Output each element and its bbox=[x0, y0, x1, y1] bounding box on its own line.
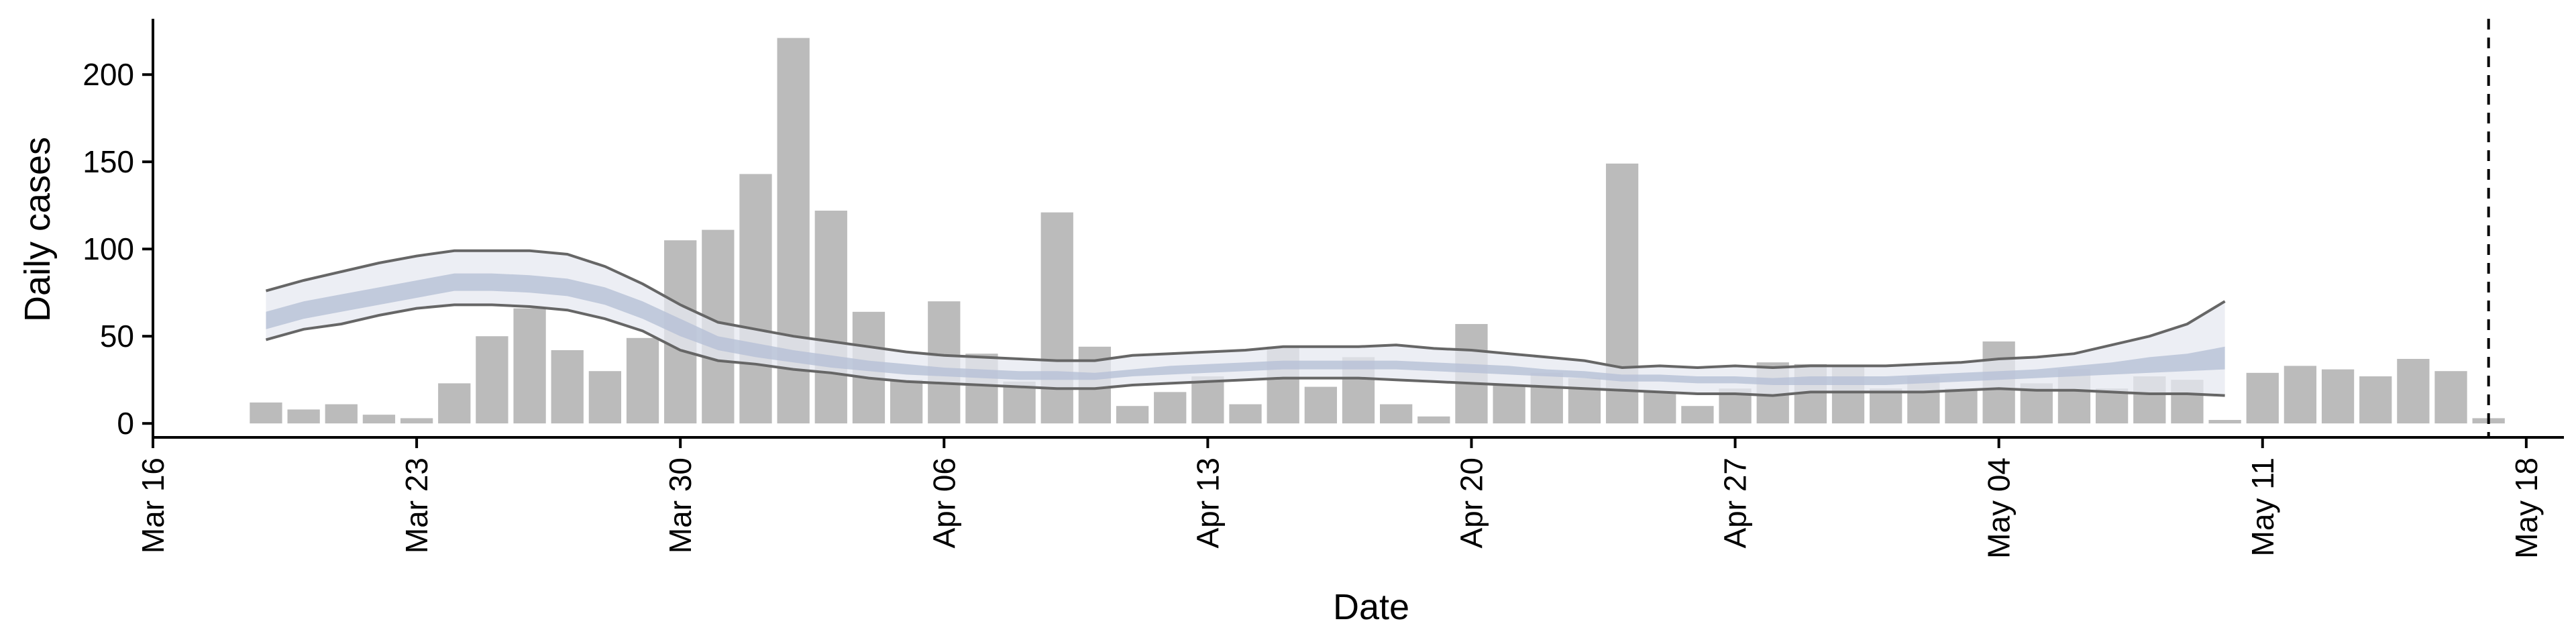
bar-2020-04-09 bbox=[1040, 212, 1073, 424]
bar-2020-03-28 bbox=[588, 371, 622, 424]
y-tick-label-100: 100 bbox=[83, 231, 134, 266]
x-tick-label-2020-03-23: Mar 23 bbox=[399, 458, 434, 553]
bar-2020-05-01 bbox=[1870, 388, 1902, 424]
x-tick-label-2020-05-11: May 11 bbox=[2245, 458, 2280, 556]
bar-2020-03-24 bbox=[438, 383, 471, 424]
x-axis-title: Date bbox=[1333, 587, 1409, 627]
bar-2020-04-11 bbox=[1116, 406, 1149, 424]
x-tick-label-2020-04-27: Apr 27 bbox=[1718, 458, 1753, 549]
y-tick-label-150: 150 bbox=[83, 144, 134, 179]
bar-2020-05-16 bbox=[2434, 371, 2467, 424]
band-lower-line bbox=[265, 303, 2225, 397]
bar-2020-03-26 bbox=[513, 308, 546, 424]
bar-2020-04-05 bbox=[890, 380, 923, 424]
bar-2020-03-25 bbox=[476, 336, 508, 424]
bar-2020-04-14 bbox=[1229, 404, 1262, 424]
bar-2020-05-13 bbox=[2321, 369, 2355, 424]
y-tick-label-200: 200 bbox=[83, 57, 134, 92]
bar-2020-03-23 bbox=[400, 418, 433, 424]
x-tick-label-2020-05-18: May 18 bbox=[2509, 458, 2544, 559]
y-axis-title: Daily cases bbox=[17, 137, 58, 322]
x-tick-label-2020-04-13: Apr 13 bbox=[1190, 458, 1225, 549]
y-tick-label-50: 50 bbox=[100, 319, 134, 354]
x-tick-label-2020-04-06: Apr 06 bbox=[926, 458, 961, 549]
bar-2020-04-26 bbox=[1681, 406, 1714, 424]
bar-2020-05-03 bbox=[1945, 388, 1978, 424]
bar-2020-05-12 bbox=[2284, 366, 2317, 424]
bar-2020-03-27 bbox=[551, 350, 584, 424]
band-upper-line bbox=[265, 249, 2226, 370]
bar-2020-04-12 bbox=[1154, 392, 1187, 424]
bar-2020-03-20 bbox=[287, 409, 320, 424]
bar-2020-05-07 bbox=[2095, 388, 2129, 424]
bar-2020-03-29 bbox=[626, 337, 659, 424]
bar-2020-04-01 bbox=[739, 174, 772, 424]
bar-2020-04-16 bbox=[1304, 386, 1337, 424]
bar-2020-05-15 bbox=[2397, 359, 2430, 424]
estimate-band-layer bbox=[265, 249, 2226, 397]
bar-2020-04-21 bbox=[1493, 385, 1525, 424]
band-90-area bbox=[266, 250, 2225, 396]
x-tick-label-2020-03-30: Mar 30 bbox=[663, 458, 698, 553]
bar-2020-04-18 bbox=[1380, 404, 1413, 424]
bar-2020-05-14 bbox=[2359, 376, 2392, 424]
bar-2020-05-10 bbox=[2208, 420, 2241, 424]
bar-2020-05-11 bbox=[2246, 372, 2279, 424]
bar-2020-04-03 bbox=[814, 211, 847, 424]
x-tick-label-2020-03-16: Mar 16 bbox=[136, 458, 170, 553]
y-tick-label-0: 0 bbox=[117, 406, 134, 441]
bar-2020-03-22 bbox=[362, 415, 396, 424]
bar-2020-04-13 bbox=[1191, 376, 1224, 424]
bar-2020-04-25 bbox=[1644, 392, 1676, 424]
x-tick-label-2020-05-04: May 04 bbox=[1982, 458, 2017, 559]
axes-layer: 0 50 100 150 200 Mar 16 Mar 23 Mar 30 Apr 06 Apr … bbox=[83, 19, 2564, 559]
x-tick-label-2020-04-20: Apr 20 bbox=[1454, 458, 1489, 549]
bar-2020-03-19 bbox=[250, 402, 282, 424]
band-50-area bbox=[266, 273, 2225, 385]
bar-2020-03-21 bbox=[325, 404, 358, 424]
bar-2020-04-19 bbox=[1417, 416, 1450, 424]
